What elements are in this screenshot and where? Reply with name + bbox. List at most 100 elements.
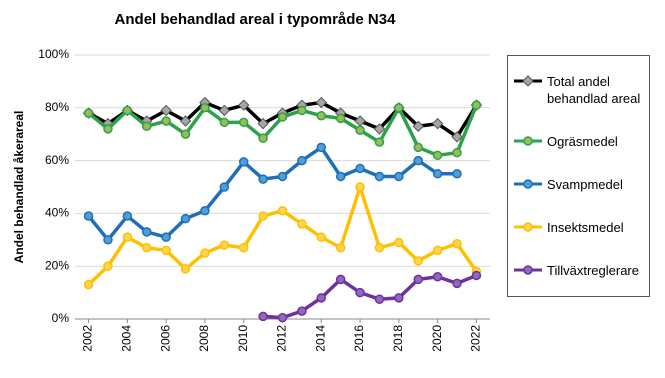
legend-swatch: [514, 179, 542, 189]
y-tick-label: 100%: [38, 47, 69, 61]
point-marker: [200, 103, 210, 113]
legend-entry: Tillväxtreglerare: [512, 262, 645, 279]
point-marker: [413, 256, 423, 266]
point-marker: [373, 123, 386, 135]
legend-label: Svampmedel: [547, 177, 623, 192]
point-marker: [523, 136, 533, 146]
y-tick-label: 40%: [45, 206, 69, 220]
point-marker: [374, 137, 385, 147]
point-marker: [374, 294, 385, 304]
point-marker: [219, 182, 230, 192]
x-tick-label: 2004: [120, 325, 134, 352]
point-marker: [238, 117, 249, 128]
point-marker: [122, 105, 133, 116]
point-marker: [161, 116, 171, 126]
point-marker: [277, 312, 288, 323]
point-marker: [355, 287, 365, 298]
legend-swatch: [514, 222, 542, 232]
point-marker: [355, 182, 365, 192]
point-marker: [277, 112, 288, 122]
point-marker: [200, 206, 210, 216]
point-marker: [394, 293, 404, 303]
x-tick-label: 2020: [430, 325, 444, 352]
point-marker: [200, 248, 210, 258]
point-marker: [219, 240, 230, 250]
point-marker: [355, 163, 365, 174]
point-marker: [413, 142, 423, 153]
point-marker: [316, 293, 327, 303]
point-marker: [432, 272, 443, 282]
point-marker: [142, 242, 152, 253]
point-marker: [316, 110, 327, 121]
point-marker: [335, 242, 346, 253]
point-marker: [161, 232, 171, 242]
point-marker: [297, 105, 307, 116]
point-marker: [103, 261, 113, 271]
point-marker: [297, 219, 307, 229]
point-marker: [103, 124, 113, 134]
point-marker: [238, 99, 250, 111]
legend-swatch: [514, 75, 542, 87]
y-tick-label: 20%: [45, 258, 69, 272]
point-marker: [394, 103, 404, 113]
chart-title: Andel behandlad areal i typområde N34: [115, 11, 397, 28]
series-line: [262, 273, 478, 320]
point-marker: [394, 171, 404, 182]
x-tick-label: 2002: [81, 325, 95, 352]
legend: Total andel behandlad areal Ogräsmedel Sva…: [507, 55, 650, 297]
point-marker: [452, 239, 462, 249]
y-axis-label: Andel behandlad åkerareal: [12, 111, 26, 264]
legend-entry: Total andel behandlad areal: [512, 73, 645, 107]
y-tick-label: 0%: [52, 311, 70, 325]
point-marker: [316, 232, 327, 242]
point-marker: [354, 115, 366, 127]
point-marker: [452, 169, 462, 179]
point-marker: [257, 117, 269, 130]
point-marker: [258, 211, 268, 221]
point-marker: [238, 242, 249, 253]
point-marker: [277, 171, 288, 182]
legend-label: Tillväxtreglerare: [547, 263, 639, 278]
point-marker: [297, 306, 307, 316]
x-tick-label: 2010: [236, 325, 250, 352]
point-marker: [412, 120, 424, 132]
x-tick-label: 2008: [197, 325, 211, 352]
point-marker: [258, 133, 268, 143]
point-marker: [180, 213, 191, 224]
point-marker: [452, 147, 462, 158]
point-marker: [315, 96, 327, 109]
point-marker: [142, 227, 152, 237]
point-marker: [432, 169, 443, 179]
point-marker: [297, 155, 307, 166]
point-marker: [103, 235, 113, 245]
point-marker: [471, 270, 482, 281]
point-marker: [160, 104, 172, 117]
series-line: [87, 144, 458, 243]
point-marker: [355, 125, 365, 135]
point-marker: [180, 129, 191, 139]
point-marker: [161, 245, 171, 256]
point-marker: [374, 242, 385, 253]
point-marker: [394, 237, 404, 248]
legend-swatch: [514, 136, 542, 146]
point-marker: [122, 232, 133, 242]
point-marker: [335, 113, 346, 124]
legend-label: Ogräsmedel: [547, 134, 618, 149]
point-marker: [316, 142, 327, 153]
x-tick-label: 2016: [352, 325, 366, 352]
x-tick-label: 2022: [469, 325, 483, 352]
x-tick-label: 2006: [158, 325, 172, 352]
y-tick-label: 80%: [45, 100, 69, 114]
legend-entry: Svampmedel: [512, 176, 645, 193]
legend-label: Insektsmedel: [547, 220, 624, 235]
point-marker: [142, 121, 152, 132]
point-marker: [522, 75, 534, 87]
point-marker: [335, 274, 346, 285]
point-marker: [432, 245, 443, 256]
point-marker: [122, 211, 133, 221]
point-marker: [218, 104, 231, 117]
point-marker: [180, 264, 191, 274]
point-marker: [523, 222, 533, 232]
legend-swatch: [514, 265, 542, 275]
